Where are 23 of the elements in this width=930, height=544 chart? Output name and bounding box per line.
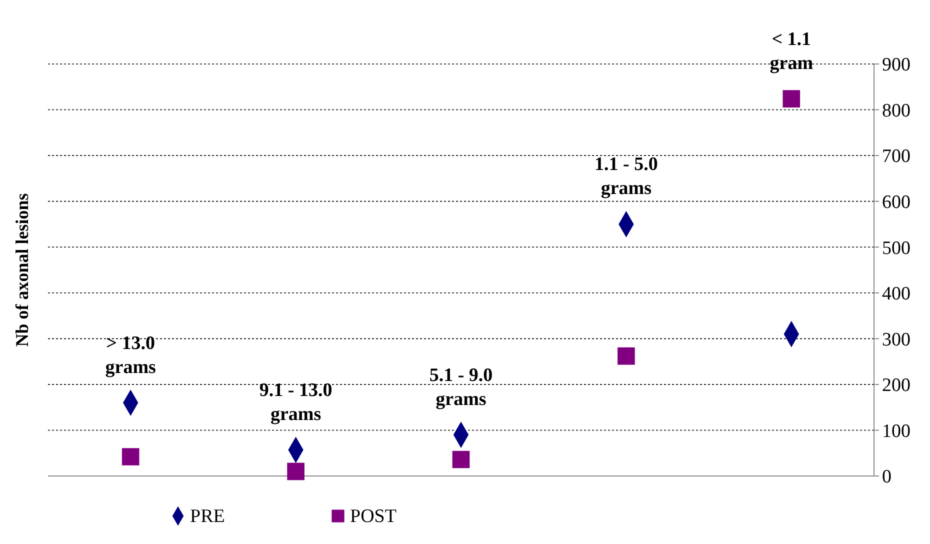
legend-label: PRE <box>190 506 225 527</box>
y-tick-label: 600 <box>882 192 910 213</box>
y-tick-label: 500 <box>882 238 910 259</box>
y-tick-label: 0 <box>882 466 892 488</box>
point <box>452 450 470 468</box>
point <box>287 462 304 480</box>
point <box>618 347 635 365</box>
annotation: < 1.1 gram <box>770 28 814 74</box>
y-tick-label: 900 <box>882 54 910 76</box>
annotation: 1.1 - 5.0 grams <box>594 154 658 200</box>
y-tick-label: 400 <box>882 284 910 305</box>
y-axis-title: Nb of axonal lesions <box>12 193 32 347</box>
legend-label: POST <box>350 506 397 527</box>
y-tick-label: 200 <box>882 375 910 396</box>
point <box>782 90 800 108</box>
y-tick-label: 700 <box>882 146 910 168</box>
annotation: 9.1 - 13.0 grams <box>259 380 332 425</box>
y-tick-label: 300 <box>882 329 910 350</box>
annotation: 5.1 - 9.0 grams <box>429 364 493 410</box>
annotation: > 13.0 grams <box>105 332 156 378</box>
y-tick-label: 800 <box>882 100 910 122</box>
y-tick-label: 100 <box>882 420 910 442</box>
point <box>122 448 140 466</box>
